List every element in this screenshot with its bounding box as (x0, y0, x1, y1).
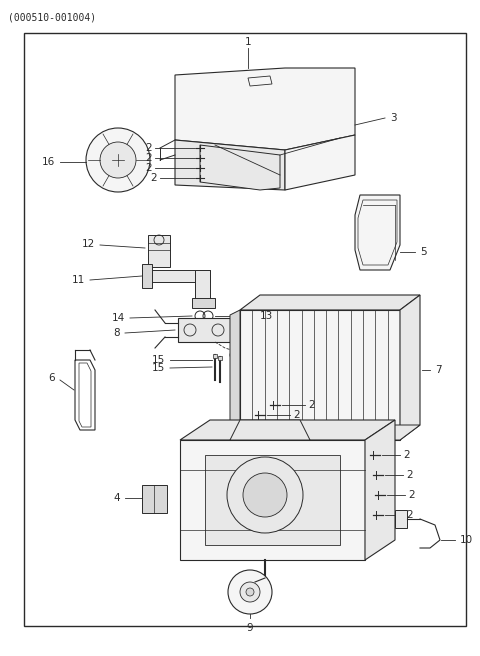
Polygon shape (240, 425, 420, 440)
Text: 3: 3 (390, 113, 396, 123)
Bar (142, 485, 167, 513)
Polygon shape (148, 270, 210, 282)
Text: 2: 2 (403, 450, 409, 460)
Polygon shape (355, 195, 400, 270)
Text: 2: 2 (145, 143, 152, 153)
Polygon shape (175, 68, 355, 150)
Text: 2: 2 (145, 163, 152, 173)
Circle shape (228, 570, 272, 614)
Polygon shape (230, 420, 310, 440)
Text: 2: 2 (150, 173, 157, 183)
Text: 2: 2 (408, 490, 415, 500)
Polygon shape (175, 140, 285, 190)
Circle shape (86, 128, 150, 192)
Text: 11: 11 (72, 275, 85, 285)
Circle shape (246, 588, 254, 596)
Text: 2: 2 (406, 510, 413, 520)
Bar (205, 455, 340, 545)
Text: 4: 4 (113, 493, 120, 503)
Text: 1: 1 (245, 37, 252, 47)
Text: 2: 2 (145, 153, 152, 163)
Polygon shape (142, 264, 152, 288)
Polygon shape (180, 440, 365, 560)
Polygon shape (200, 145, 280, 190)
Text: 14: 14 (112, 313, 125, 323)
Text: 12: 12 (82, 239, 95, 249)
Text: 8: 8 (113, 328, 120, 338)
Text: 5: 5 (420, 247, 427, 257)
Bar (148, 235, 170, 267)
Polygon shape (192, 298, 215, 308)
Text: 6: 6 (48, 373, 55, 383)
Polygon shape (180, 420, 395, 440)
Text: 2: 2 (406, 470, 413, 480)
Text: 10: 10 (460, 535, 473, 545)
Polygon shape (240, 295, 420, 310)
Text: 2: 2 (308, 400, 314, 410)
Text: 13: 13 (260, 311, 273, 321)
Circle shape (100, 142, 136, 178)
Polygon shape (230, 310, 240, 445)
Circle shape (240, 582, 260, 602)
Text: 16: 16 (42, 157, 55, 167)
Bar (218, 356, 222, 360)
Polygon shape (400, 295, 420, 440)
Polygon shape (178, 318, 230, 342)
Polygon shape (195, 270, 210, 300)
Text: 15: 15 (152, 363, 165, 373)
Bar (213, 354, 217, 358)
Text: 7: 7 (435, 365, 442, 375)
Text: 9: 9 (247, 623, 253, 633)
Text: (000510-001004): (000510-001004) (8, 12, 96, 22)
Text: 2: 2 (293, 410, 300, 420)
Polygon shape (285, 135, 355, 190)
Polygon shape (240, 310, 400, 440)
Polygon shape (365, 420, 395, 560)
Text: 15: 15 (152, 355, 165, 365)
Circle shape (243, 473, 287, 517)
Bar (395, 510, 407, 528)
Circle shape (227, 457, 303, 533)
